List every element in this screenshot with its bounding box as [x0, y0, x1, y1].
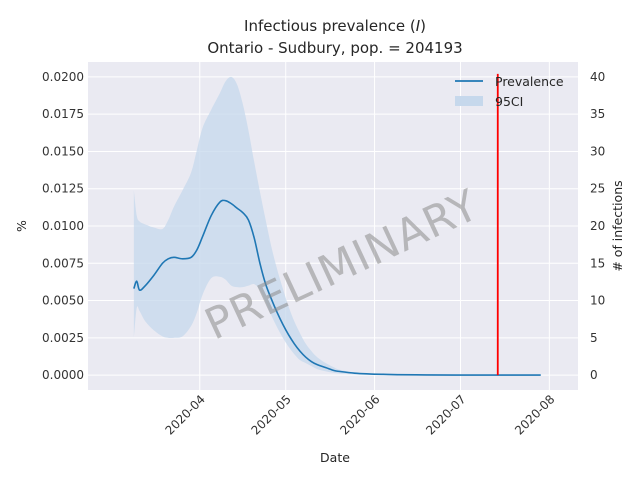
y-left-tick-label: 0.0100 — [42, 219, 84, 233]
chart-title-line1: Infectious prevalence (I) — [244, 17, 426, 35]
x-tick-label: 2020-06 — [337, 392, 382, 437]
y-left-tick-label: 0.0125 — [42, 182, 84, 196]
y-axis-right-ticks: 0 5 10 15 20 25 30 35 40 — [590, 70, 605, 382]
y-right-tick-label: 35 — [590, 107, 605, 121]
legend-ci-swatch — [455, 96, 483, 106]
y-left-tick-label: 0.0175 — [42, 107, 84, 121]
y-left-tick-label: 0.0075 — [42, 256, 84, 270]
prevalence-line — [133, 199, 541, 376]
y-right-tick-label: 20 — [590, 219, 605, 233]
x-tick-label: 2020-04 — [163, 392, 208, 437]
y-left-tick-label: 0.0000 — [42, 368, 84, 382]
y-right-tick-label: 40 — [590, 70, 605, 84]
y-right-tick-label: 10 — [590, 294, 605, 308]
x-axis-label: Date — [320, 450, 350, 465]
y-right-tick-label: 5 — [590, 331, 598, 345]
y-right-tick-label: 30 — [590, 144, 605, 158]
x-tick-label: 2020-07 — [423, 392, 468, 437]
y-left-tick-label: 0.0050 — [42, 294, 84, 308]
legend-prevalence-label: Prevalence — [495, 74, 564, 89]
y-axis-left-ticks: 0.0000 0.0025 0.0050 0.0075 0.0100 0.0125 0.01… — [42, 70, 84, 382]
title-symbol: I — [416, 17, 421, 35]
y-right-tick-label: 0 — [590, 368, 598, 382]
x-axis-ticks: 2020-04 2020-05 2020-06 2020-07 2020-08 — [163, 392, 558, 437]
y-axis-right-label: # of infections — [610, 180, 625, 271]
x-tick-label: 2020-05 — [248, 392, 293, 437]
chart-title-line2: Ontario - Sudbury, pop. = 204193 — [207, 39, 462, 57]
x-tick-label: 2020-08 — [512, 392, 557, 437]
legend-ci-label: 95CI — [495, 94, 523, 109]
y-left-tick-label: 0.0150 — [42, 144, 84, 158]
y-right-tick-label: 15 — [590, 256, 605, 270]
y-left-tick-label: 0.0200 — [42, 70, 84, 84]
y-left-tick-label: 0.0025 — [42, 331, 84, 345]
ci-band-area — [133, 76, 541, 376]
y-right-tick-label: 25 — [590, 182, 605, 196]
legend: Prevalence 95CI — [455, 74, 564, 109]
y-axis-left-label: % — [14, 220, 29, 232]
